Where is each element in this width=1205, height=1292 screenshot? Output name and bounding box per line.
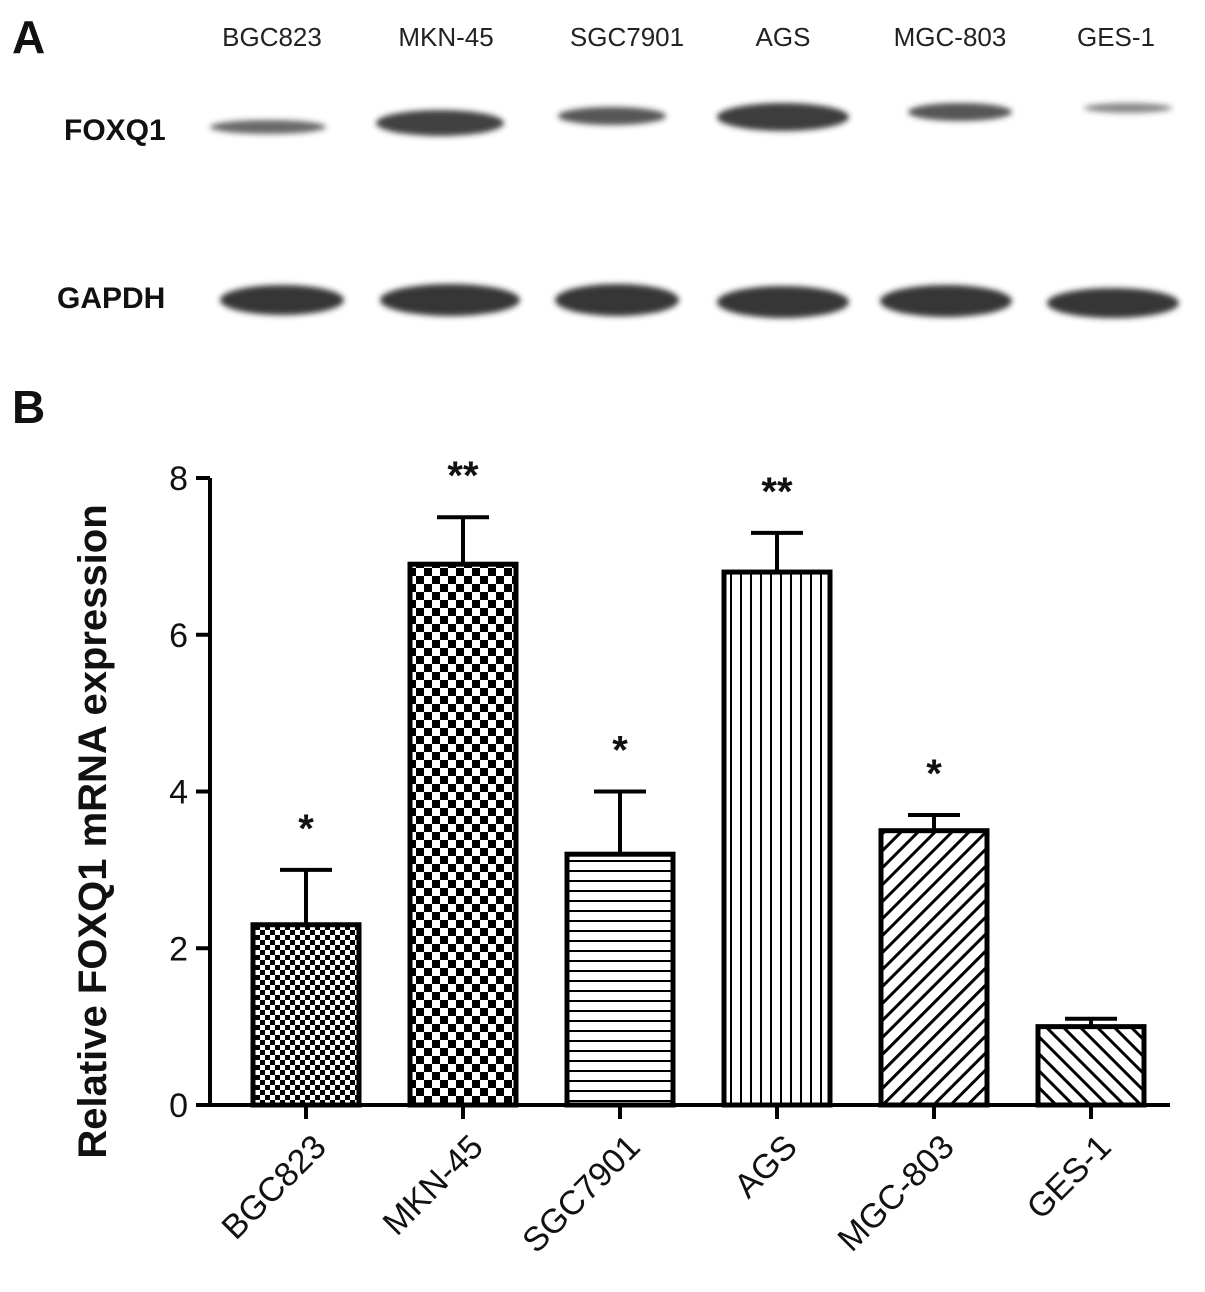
x-tick-label-sgc7901: SGC7901 [515, 1128, 647, 1260]
foxq1-band-ags [717, 103, 849, 131]
y-tick-label-0: 0 [169, 1087, 188, 1125]
y-tick-label-8: 8 [169, 460, 188, 498]
gapdh-band-mgc803 [880, 285, 1012, 317]
y-tick-label-6: 6 [169, 617, 188, 655]
blot-lane-label-bgc823: BGC823 [222, 22, 322, 52]
y-tick-label-4: 4 [169, 774, 188, 812]
gapdh-band-bgc823 [220, 285, 344, 315]
significance-label-mkn45: ** [447, 454, 479, 498]
x-tick-label-bgc823: BGC823 [215, 1128, 334, 1247]
bar-ges1 [1035, 1024, 1147, 1108]
western-blot-image [210, 103, 1179, 318]
significance-label-mgc803: * [926, 752, 942, 796]
x-tick-label-mkn45: MKN-45 [376, 1128, 491, 1243]
gapdh-band-ags [717, 286, 849, 318]
gapdh-band-ges1 [1047, 288, 1179, 318]
significance-label-bgc823: * [298, 807, 314, 851]
x-tick-label-mgc803: MGC-803 [831, 1128, 962, 1259]
bar-sgc7901 [564, 851, 676, 1108]
bar-mkn45 [407, 561, 519, 1108]
y-tick-label-2: 2 [169, 930, 188, 968]
blot-lane-label-ges1: GES-1 [1076, 22, 1156, 52]
bar-mgc803 [878, 828, 990, 1108]
bar-ags [721, 569, 833, 1108]
foxq1-band-sgc7901 [558, 107, 666, 125]
foxq1-band-mkn45 [376, 110, 504, 136]
significance-label-ags: ** [761, 470, 793, 514]
significance-label-sgc7901: * [612, 729, 628, 773]
blot-lane-label-mgc803: MGC-803 [893, 22, 1007, 52]
gapdh-band-sgc7901 [555, 284, 679, 316]
protein-label-gapdh: GAPDH [57, 282, 166, 315]
bar-bgc823 [250, 922, 362, 1108]
foxq1-band-mgc803 [908, 103, 1012, 121]
panel-label-b: B [12, 381, 46, 433]
blot-lane-label-mkn45: MKN-45 [398, 22, 494, 52]
blot-lane-label-ags: AGS [755, 22, 811, 52]
gapdh-band-mkn45 [380, 284, 520, 316]
protein-label-foxq1: FOXQ1 [64, 114, 166, 147]
blot-lane-label-sgc7901: SGC7901 [569, 22, 685, 52]
foxq1-band-ges1 [1084, 103, 1172, 113]
foxq1-band-bgc823 [210, 120, 326, 134]
panel-label-a: A [12, 11, 46, 63]
x-tick-label-ags: AGS [727, 1128, 805, 1206]
x-tick-label-ges1: GES-1 [1020, 1128, 1119, 1227]
y-axis-title: Relative FOXQ1 mRNA expression [71, 504, 115, 1158]
